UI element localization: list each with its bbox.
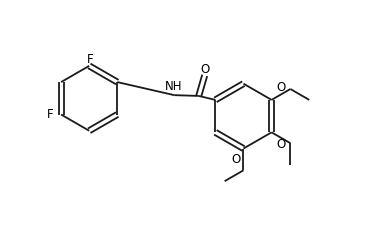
Text: F: F	[47, 108, 53, 121]
Text: O: O	[276, 138, 286, 151]
Text: O: O	[276, 81, 286, 94]
Text: F: F	[87, 53, 93, 66]
Text: O: O	[200, 63, 209, 76]
Text: O: O	[232, 153, 241, 166]
Text: NH: NH	[165, 80, 183, 93]
